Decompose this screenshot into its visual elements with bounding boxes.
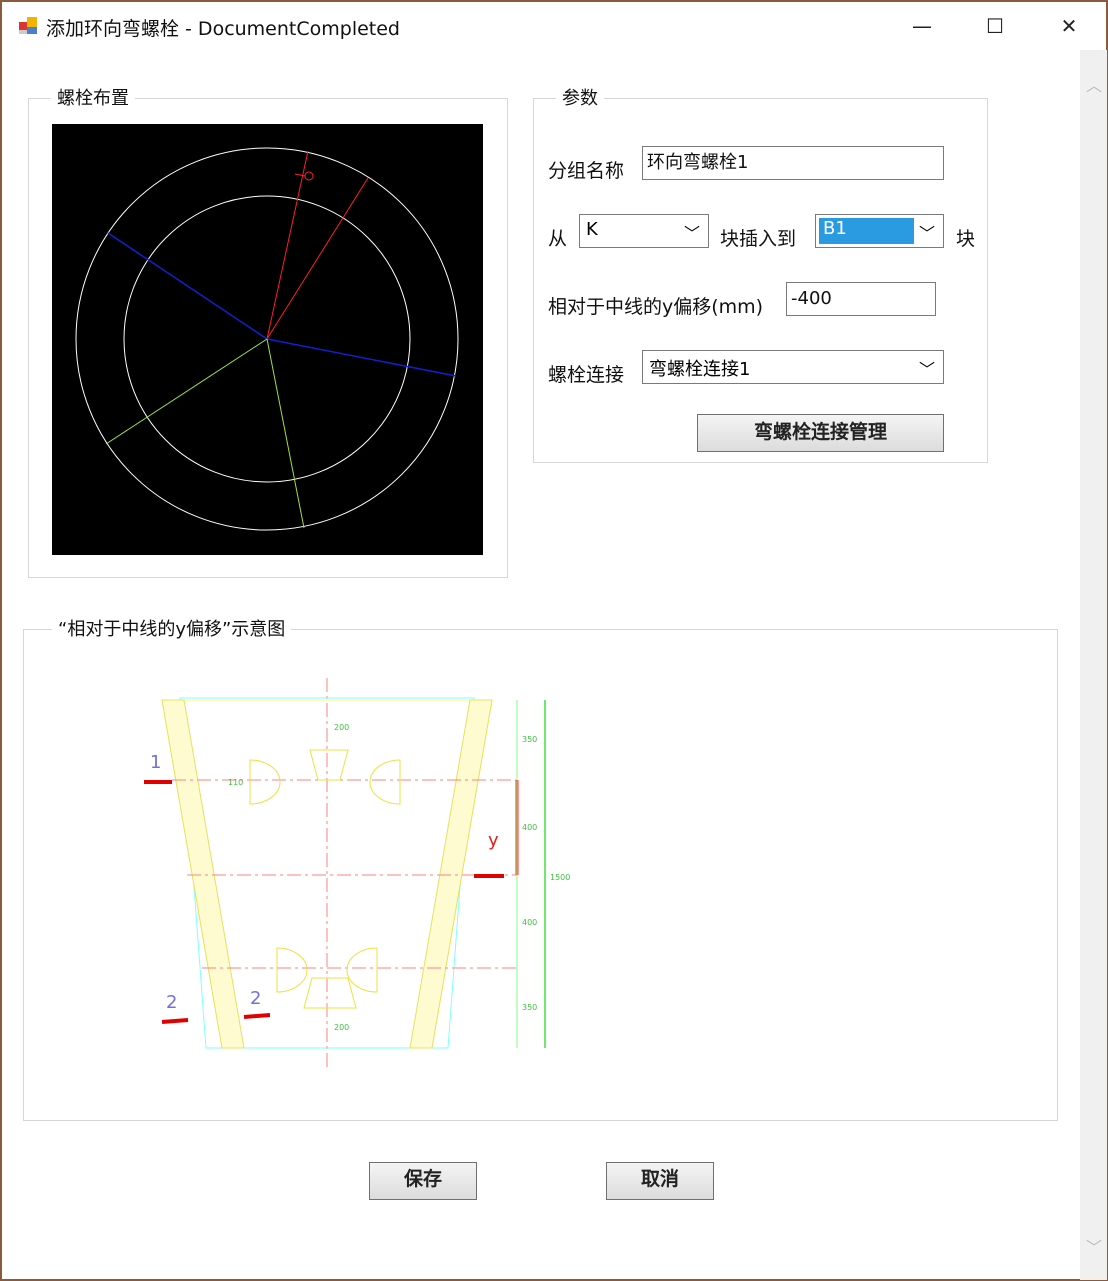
minimize-button[interactable]: — [912, 14, 932, 38]
group-name-input[interactable]: 环向弯螺栓1 [642, 146, 944, 180]
from-select[interactable]: K ﹀ [579, 214, 709, 248]
params-group: 参数 [533, 84, 988, 463]
bolt-marker [294, 171, 314, 181]
inner-circle [123, 195, 411, 483]
params-label: 参数 [556, 84, 604, 110]
from-value: K [586, 219, 598, 240]
chevron-down-icon: ﹀ [918, 224, 935, 243]
bolt-line-blue-2 [266, 338, 457, 377]
section-mark-1: 1 [150, 752, 161, 773]
block-label: 块 [956, 228, 976, 250]
insert-label: 块插入到 [720, 228, 797, 250]
scroll-down-icon[interactable]: ﹀ [1086, 1238, 1103, 1257]
bolt-line-green-2 [266, 338, 305, 529]
dim-label: 200 [334, 1023, 349, 1032]
scroll-up-icon[interactable]: ︿ [1086, 76, 1103, 95]
dim-label: 1500 [550, 873, 570, 882]
y-offset-input[interactable]: -400 [786, 282, 936, 316]
diagram-group: “相对于中线的y偏移”示意图 1 2 2 y 200 350 400 400 3… [23, 615, 1058, 1121]
chevron-down-icon: ﹀ [683, 224, 700, 243]
close-button[interactable]: ✕ [1060, 14, 1078, 38]
group-name-label: 分组名称 [548, 160, 625, 182]
bolt-line-blue-1 [107, 232, 268, 340]
dim-label: 400 [522, 823, 537, 832]
app-icon [19, 17, 37, 34]
cancel-button[interactable]: 取消 [606, 1162, 714, 1200]
dim-label: 110 [228, 778, 243, 787]
chevron-down-icon: ﹀ [918, 360, 935, 379]
to-select[interactable]: B1 ﹀ [815, 214, 944, 248]
bolt-line-red-2 [266, 177, 369, 340]
bolt-layout-group: 螺栓布置 [28, 84, 508, 578]
bolt-conn-value: 弯螺栓连接1 [649, 359, 751, 380]
y-mark: y [488, 830, 499, 851]
bolt-layout-label: 螺栓布置 [51, 84, 135, 110]
outer-circle [75, 147, 459, 531]
dim-label: 350 [522, 735, 537, 744]
y-offset-label: 相对于中线的y偏移(mm) [548, 296, 764, 318]
to-value: B1 [819, 218, 914, 244]
from-label: 从 [548, 228, 568, 250]
maximize-button[interactable]: ☐ [986, 14, 1004, 38]
bolt-line-red-1 [266, 150, 309, 340]
section-mark-2a: 2 [166, 992, 177, 1013]
save-button[interactable]: 保存 [369, 1162, 477, 1200]
dim-label: 200 [334, 723, 349, 732]
dim-label: 400 [522, 918, 537, 927]
bolt-conn-select[interactable]: 弯螺栓连接1 ﹀ [642, 350, 944, 384]
vertical-scrollbar[interactable]: ︿ ﹀ [1080, 50, 1107, 1280]
window-title: 添加环向弯螺栓 - DocumentCompleted [46, 18, 400, 40]
manage-bolt-conn-button[interactable]: 弯螺栓连接管理 [697, 414, 944, 452]
section-mark-2b: 2 [250, 988, 261, 1009]
bolt-layout-canvas[interactable] [52, 124, 483, 555]
dim-label: 350 [522, 1003, 537, 1012]
diagram-label: “相对于中线的y偏移”示意图 [52, 615, 292, 641]
bolt-line-green-1 [105, 338, 268, 445]
offset-diagram: 1 2 2 y 200 350 400 400 350 200 1500 110 [144, 678, 570, 1068]
bolt-conn-label: 螺栓连接 [548, 364, 625, 386]
